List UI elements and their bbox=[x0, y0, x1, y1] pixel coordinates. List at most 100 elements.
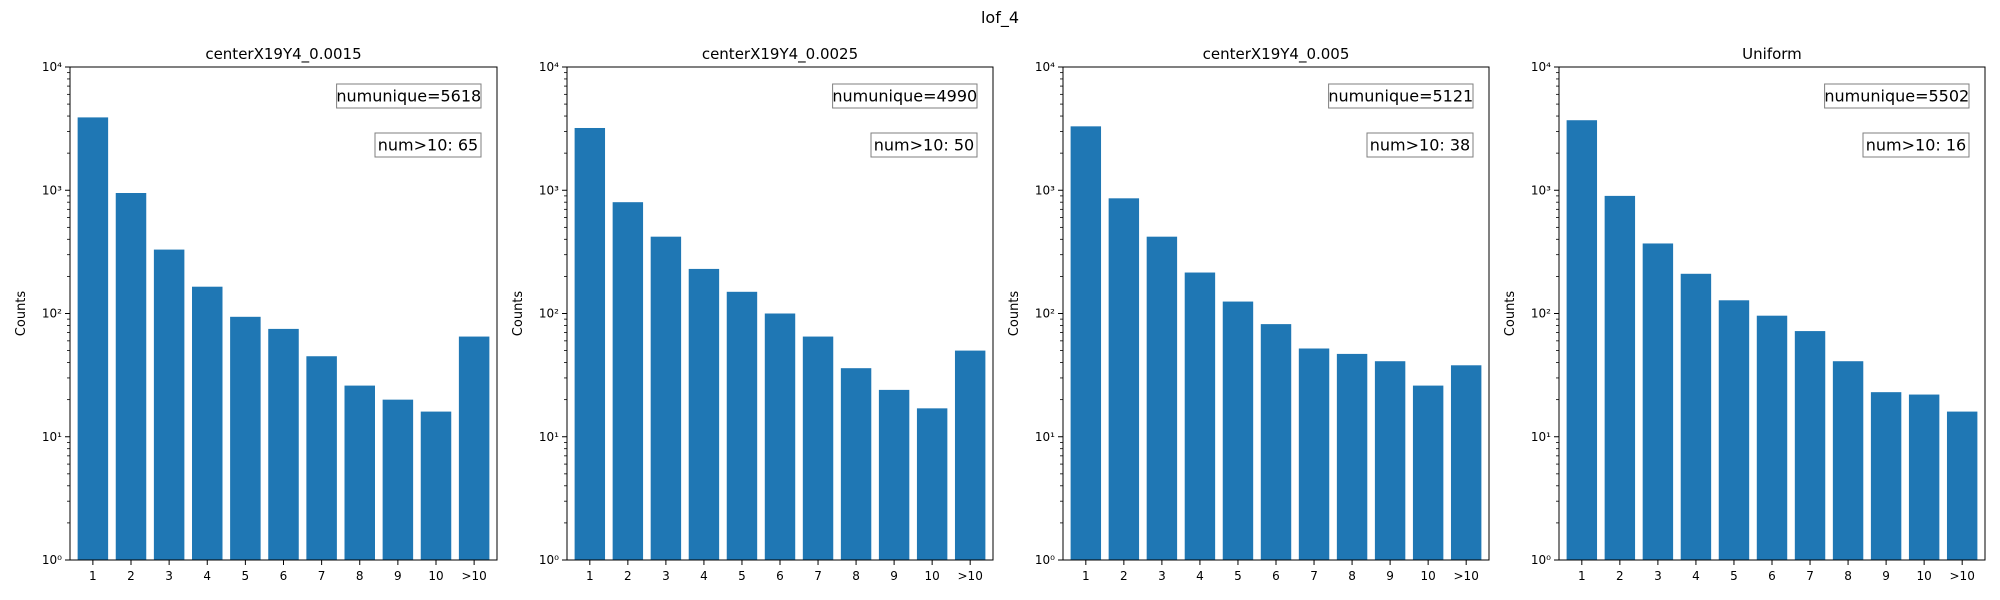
x-tick-label: 10 bbox=[428, 569, 443, 583]
bar bbox=[1832, 361, 1864, 560]
bar bbox=[1222, 301, 1254, 560]
x-tick-label: 8 bbox=[356, 569, 364, 583]
x-tick-label: 9 bbox=[1882, 569, 1890, 583]
x-tick-label: 4 bbox=[1692, 569, 1700, 583]
bar bbox=[1146, 236, 1178, 560]
bar bbox=[306, 356, 337, 560]
y-tick-label: 10² bbox=[42, 307, 62, 321]
bar bbox=[1642, 243, 1674, 560]
bar bbox=[726, 291, 758, 560]
x-tick-label: 1 bbox=[1082, 569, 1090, 583]
x-tick-label: 3 bbox=[1654, 569, 1662, 583]
panel-title: centerX19Y4_0.0015 bbox=[205, 45, 361, 64]
x-tick-label: 9 bbox=[890, 569, 898, 583]
bar bbox=[1756, 315, 1788, 560]
x-tick-label: 1 bbox=[586, 569, 594, 583]
x-tick-label: >10 bbox=[958, 569, 983, 583]
y-tick-label: 10² bbox=[1035, 307, 1055, 321]
x-tick-label: 8 bbox=[1844, 569, 1852, 583]
y-tick-label: 10¹ bbox=[1531, 430, 1551, 444]
x-tick-label: 7 bbox=[318, 569, 326, 583]
annotation-box bbox=[1824, 83, 1970, 109]
y-axis-label: Counts bbox=[14, 291, 29, 337]
bar bbox=[1412, 385, 1444, 560]
bar bbox=[1604, 195, 1636, 560]
bar bbox=[916, 408, 948, 560]
bar bbox=[802, 336, 834, 560]
x-tick-label: 8 bbox=[852, 569, 860, 583]
y-tick-label: 10² bbox=[1531, 307, 1551, 321]
bar bbox=[612, 202, 644, 560]
bar bbox=[650, 236, 682, 560]
bar bbox=[192, 286, 223, 560]
annotation-box bbox=[1366, 132, 1474, 158]
y-tick-label: 10⁰ bbox=[1035, 553, 1055, 567]
bar bbox=[1260, 324, 1292, 560]
bar bbox=[420, 411, 452, 560]
annotation-text: numunique=5502 bbox=[1824, 87, 1969, 106]
y-tick-label: 10⁴ bbox=[1035, 60, 1055, 74]
bar bbox=[1336, 353, 1368, 560]
y-tick-label: 10¹ bbox=[1035, 430, 1055, 444]
x-tick-label: 3 bbox=[662, 569, 670, 583]
x-tick-label: 2 bbox=[624, 569, 632, 583]
bar bbox=[1450, 365, 1482, 560]
x-tick-label: >10 bbox=[1454, 569, 1479, 583]
y-tick-label: 10³ bbox=[42, 183, 62, 197]
x-tick-label: 4 bbox=[700, 569, 708, 583]
bar bbox=[1108, 198, 1140, 560]
y-tick-label: 10¹ bbox=[42, 430, 62, 444]
bar bbox=[115, 193, 147, 560]
annotation-box bbox=[374, 132, 482, 158]
annotation-text: num>10: 16 bbox=[1866, 136, 1966, 155]
x-tick-label: 1 bbox=[1578, 569, 1586, 583]
panel-title: centerX19Y4_0.0025 bbox=[702, 45, 858, 64]
y-tick-label: 10⁴ bbox=[42, 60, 62, 74]
x-tick-label: 7 bbox=[814, 569, 822, 583]
bar bbox=[840, 368, 872, 560]
x-tick-label: 8 bbox=[1348, 569, 1356, 583]
y-tick-label: 10² bbox=[539, 307, 559, 321]
x-tick-label: 10 bbox=[925, 569, 940, 583]
bar bbox=[153, 249, 185, 560]
bar bbox=[268, 328, 299, 560]
x-tick-label: 6 bbox=[1272, 569, 1280, 583]
annotation-box bbox=[870, 132, 978, 158]
y-tick-label: 10¹ bbox=[539, 430, 559, 444]
bar bbox=[688, 268, 720, 560]
figure-title: lof_4 bbox=[980, 8, 1020, 27]
bar bbox=[77, 117, 109, 561]
x-tick-label: 9 bbox=[394, 569, 402, 583]
bar bbox=[1870, 392, 1902, 560]
panel-title: centerX19Y4_0.005 bbox=[1203, 45, 1350, 64]
x-tick-label: 9 bbox=[1386, 569, 1394, 583]
x-tick-label: 1 bbox=[89, 569, 97, 583]
bar bbox=[1794, 331, 1826, 560]
annotation-box bbox=[336, 83, 482, 109]
x-tick-label: 3 bbox=[165, 569, 173, 583]
bar bbox=[382, 399, 414, 560]
bar bbox=[1070, 126, 1102, 560]
y-axis-label: Counts bbox=[1007, 291, 1022, 337]
annotation-text: num>10: 65 bbox=[378, 136, 478, 155]
y-tick-label: 10⁴ bbox=[539, 60, 559, 74]
annotation-box bbox=[832, 83, 978, 109]
x-tick-label: 5 bbox=[1234, 569, 1242, 583]
bar bbox=[458, 336, 490, 560]
x-tick-label: 4 bbox=[1196, 569, 1204, 583]
x-tick-label: 3 bbox=[1158, 569, 1166, 583]
y-tick-label: 10⁴ bbox=[1531, 60, 1551, 74]
annotation-text: num>10: 50 bbox=[874, 136, 974, 155]
y-tick-label: 10⁰ bbox=[42, 553, 62, 567]
y-tick-label: 10⁰ bbox=[539, 553, 559, 567]
y-tick-label: 10³ bbox=[1531, 183, 1551, 197]
x-tick-label: 6 bbox=[280, 569, 288, 583]
x-tick-label: 2 bbox=[1616, 569, 1624, 583]
annotation-box bbox=[1862, 132, 1970, 158]
x-tick-label: 6 bbox=[776, 569, 784, 583]
x-tick-label: 10 bbox=[1917, 569, 1932, 583]
bar bbox=[230, 316, 261, 560]
bar bbox=[1184, 272, 1216, 560]
annotation-text: numunique=5618 bbox=[336, 87, 481, 106]
x-tick-label: 5 bbox=[1730, 569, 1738, 583]
